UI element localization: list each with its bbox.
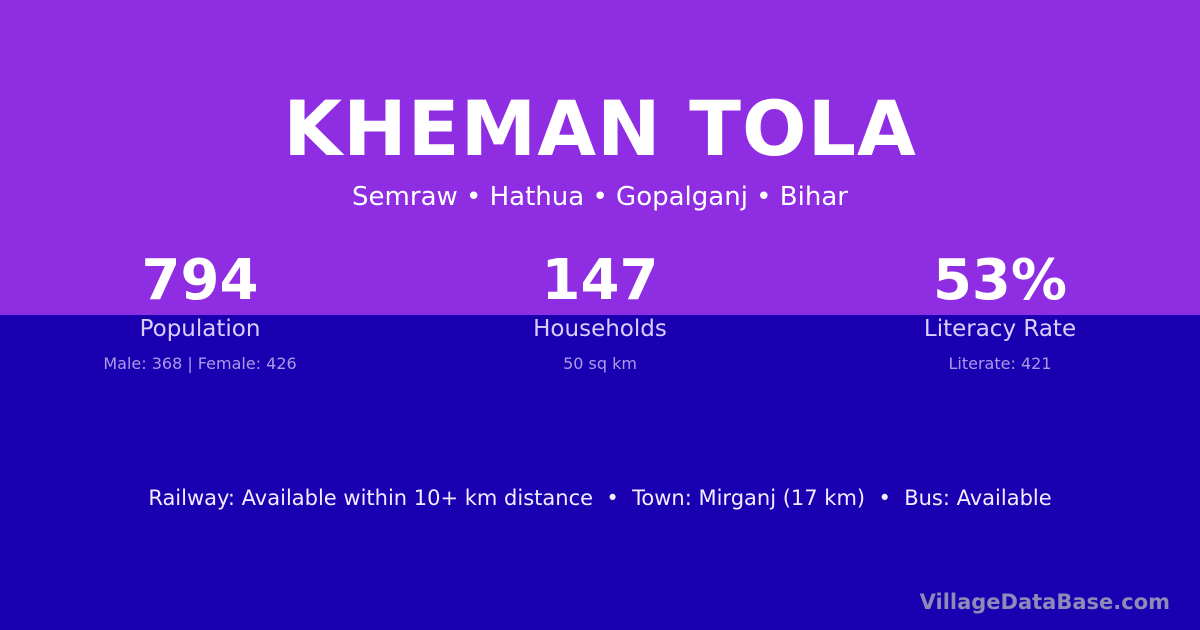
brand-logo: VillageDataBase.com xyxy=(919,590,1170,614)
stat-value: 794 xyxy=(141,248,259,313)
stat-label: Households xyxy=(533,316,667,342)
stat-value: 53% xyxy=(932,248,1068,313)
connectivity-info: Railway: Available within 10+ km distanc… xyxy=(148,486,1052,510)
stat-sub: Male: 368 | Female: 426 xyxy=(103,354,297,373)
stat-sub: 50 sq km xyxy=(563,354,637,373)
location-breadcrumb: Semraw • Hathua • Gopalganj • Bihar xyxy=(352,182,848,212)
stat-households: 147 Households 50 sq km xyxy=(400,248,800,373)
village-title: KHEMAN TOLA xyxy=(283,84,917,173)
stat-sub: Literate: 421 xyxy=(948,354,1052,373)
footer-band xyxy=(0,315,1200,630)
stat-label: Population xyxy=(139,316,261,342)
stat-literacy: 53% Literacy Rate Literate: 421 xyxy=(800,248,1200,373)
stat-value: 147 xyxy=(541,248,659,313)
stat-population: 794 Population Male: 368 | Female: 426 xyxy=(0,248,400,373)
stat-label: Literacy Rate xyxy=(923,316,1077,342)
header-band xyxy=(0,0,1200,315)
